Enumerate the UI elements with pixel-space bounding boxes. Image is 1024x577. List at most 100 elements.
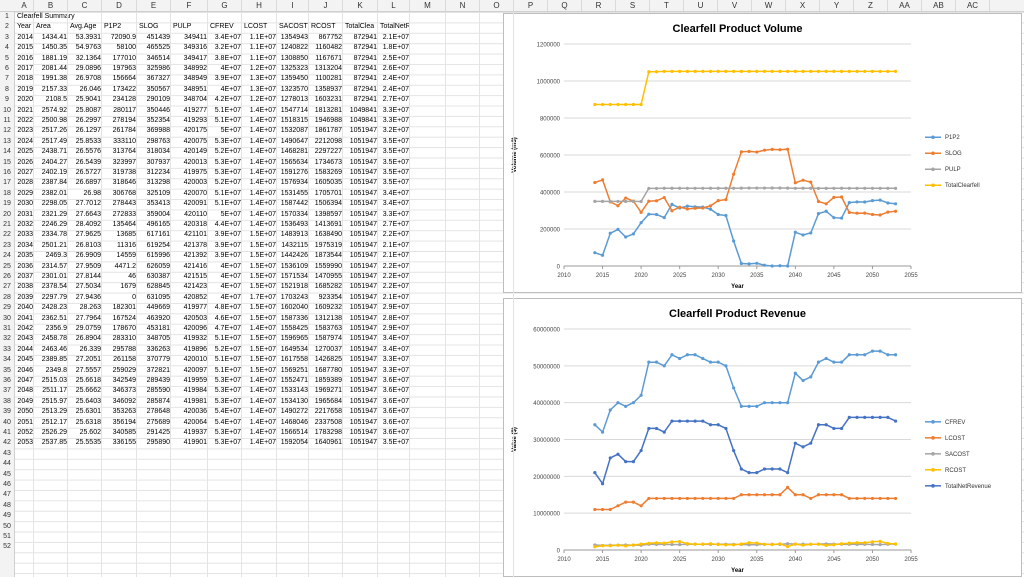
data-cell[interactable]: 420852	[183, 293, 207, 301]
data-cell[interactable]: 2019	[17, 85, 33, 93]
data-cell[interactable]: 3.2E+07	[382, 127, 409, 135]
data-cell[interactable]: 3.5E+07	[382, 158, 409, 166]
data-cell[interactable]: 1426825	[314, 356, 342, 364]
data-cell[interactable]: 1.4E+07	[249, 397, 276, 405]
data-cell[interactable]: 1609232	[314, 304, 342, 312]
data-cell[interactable]: 356194	[112, 418, 136, 426]
data-cell[interactable]: 3.3E+07	[382, 106, 409, 114]
data-cell[interactable]: 3.6E+07	[382, 429, 409, 436]
data-cell[interactable]: 3.5E+07	[382, 439, 409, 447]
data-cell[interactable]: 5.1E+07	[214, 117, 241, 124]
data-cell[interactable]: 5.1E+07	[214, 366, 241, 374]
header-cell-avg.age[interactable]: Avg.Age	[70, 23, 97, 31]
row-header-12[interactable]: 12	[3, 127, 11, 135]
data-cell[interactable]: 923354	[318, 293, 342, 301]
data-cell[interactable]: 2356.9	[45, 325, 67, 332]
data-cell[interactable]: 5.1E+07	[214, 189, 241, 197]
data-cell[interactable]: 2382.01	[41, 189, 67, 197]
data-cell[interactable]: 631095	[146, 293, 170, 301]
data-cell[interactable]: 2501.21	[41, 241, 67, 249]
row-header-40[interactable]: 40	[3, 418, 11, 426]
data-cell[interactable]: 465525	[146, 44, 170, 52]
data-cell[interactable]: 2.2E+07	[382, 273, 409, 280]
data-cell[interactable]: 272833	[112, 210, 136, 218]
header-cell-totalnetrevenue[interactable]: TotalNetRevenue	[380, 23, 409, 31]
data-cell[interactable]: 3.5E+07	[382, 148, 409, 156]
row-header-30[interactable]: 30	[3, 314, 11, 322]
data-cell[interactable]: 1734673	[314, 158, 342, 166]
data-cell[interactable]: 1583269	[314, 169, 342, 176]
data-cell[interactable]: 1552471	[280, 377, 308, 384]
data-cell[interactable]: 1.5E+07	[249, 356, 276, 364]
row-header-51[interactable]: 51	[3, 533, 11, 540]
data-cell[interactable]: 298763	[146, 137, 170, 145]
row-header-33[interactable]: 33	[3, 345, 11, 353]
data-cell[interactable]: 1.4E+07	[249, 148, 276, 156]
data-cell[interactable]: 2512.17	[41, 418, 67, 426]
data-cell[interactable]: 1.5E+07	[249, 345, 276, 353]
data-cell[interactable]: 173422	[112, 85, 136, 93]
row-header-10[interactable]: 10	[3, 106, 11, 114]
column-header-i[interactable]: I	[277, 0, 309, 11]
data-cell[interactable]: 1506394	[314, 200, 342, 208]
data-cell[interactable]: 26.5576	[75, 148, 101, 156]
data-cell[interactable]: 5.1E+07	[214, 200, 241, 208]
data-cell[interactable]: 3.8E+07	[214, 54, 241, 62]
data-cell[interactable]: 278194	[112, 117, 136, 124]
data-cell[interactable]: 463920	[146, 314, 170, 322]
row-header-15[interactable]: 15	[3, 158, 11, 166]
data-cell[interactable]: 26.8103	[75, 241, 101, 249]
data-cell[interactable]: 178670	[112, 325, 136, 332]
data-cell[interactable]: 1051947	[349, 377, 377, 384]
data-cell[interactable]: 5.3E+07	[214, 377, 241, 384]
row-header-11[interactable]: 11	[3, 117, 11, 124]
data-cell[interactable]: 2.5E+07	[382, 54, 409, 62]
row-header-42[interactable]: 42	[3, 439, 11, 447]
data-cell[interactable]: 1167671	[315, 54, 342, 62]
data-cell[interactable]: 5.2E+07	[214, 345, 241, 353]
row-header-48[interactable]: 48	[3, 501, 11, 509]
data-cell[interactable]: 420149	[183, 148, 207, 156]
data-cell[interactable]: 421378	[183, 241, 207, 249]
data-cell[interactable]: 419277	[183, 106, 207, 114]
data-cell[interactable]: 1587974	[314, 335, 342, 343]
data-cell[interactable]: 2463.46	[41, 345, 67, 353]
data-cell[interactable]: 420318	[183, 221, 207, 228]
data-cell[interactable]: 2051	[17, 418, 33, 426]
data-cell[interactable]: 1783298	[314, 429, 342, 436]
row-header-14[interactable]: 14	[3, 148, 11, 156]
row-header-46[interactable]: 46	[3, 481, 11, 488]
data-cell[interactable]: 1534130	[280, 397, 308, 405]
row-header-27[interactable]: 27	[3, 283, 11, 291]
header-cell-rcost[interactable]: RCOST	[311, 23, 336, 31]
data-cell[interactable]: 27.9436	[75, 293, 101, 301]
data-cell[interactable]: 615996	[146, 252, 170, 260]
data-cell[interactable]: 283310	[112, 335, 136, 343]
data-cell[interactable]: 26.8904	[75, 335, 101, 343]
data-cell[interactable]: 3.6E+07	[382, 377, 409, 384]
data-cell[interactable]: 420503	[183, 314, 207, 322]
data-cell[interactable]: 1051947	[349, 439, 377, 447]
data-cell[interactable]: 1308850	[280, 54, 308, 62]
row-header-35[interactable]: 35	[3, 366, 11, 374]
data-cell[interactable]: 1051947	[349, 221, 377, 228]
data-cell[interactable]: 4.7E+07	[214, 325, 241, 332]
data-cell[interactable]: 1536493	[280, 221, 308, 228]
data-cell[interactable]: 259029	[112, 366, 136, 374]
data-cell[interactable]: 346373	[112, 387, 136, 395]
data-cell[interactable]: 28.263	[79, 304, 101, 312]
row-header-23[interactable]: 23	[3, 241, 11, 249]
data-cell[interactable]: 872941	[353, 33, 377, 41]
data-cell[interactable]: 350446	[146, 106, 170, 114]
data-cell[interactable]: 1.4E+07	[249, 169, 276, 176]
data-cell[interactable]: 2500.98	[41, 117, 67, 124]
data-cell[interactable]: 275689	[146, 418, 170, 426]
row-header-24[interactable]: 24	[3, 252, 11, 260]
data-cell[interactable]: 630387	[146, 273, 170, 280]
data-cell[interactable]: 325109	[146, 189, 170, 197]
column-header-a[interactable]: A	[15, 0, 34, 11]
data-cell[interactable]: 626059	[146, 262, 170, 270]
data-cell[interactable]: 2023	[17, 127, 33, 135]
data-cell[interactable]: 5.1E+07	[214, 106, 241, 114]
data-cell[interactable]: 1531455	[280, 189, 308, 197]
